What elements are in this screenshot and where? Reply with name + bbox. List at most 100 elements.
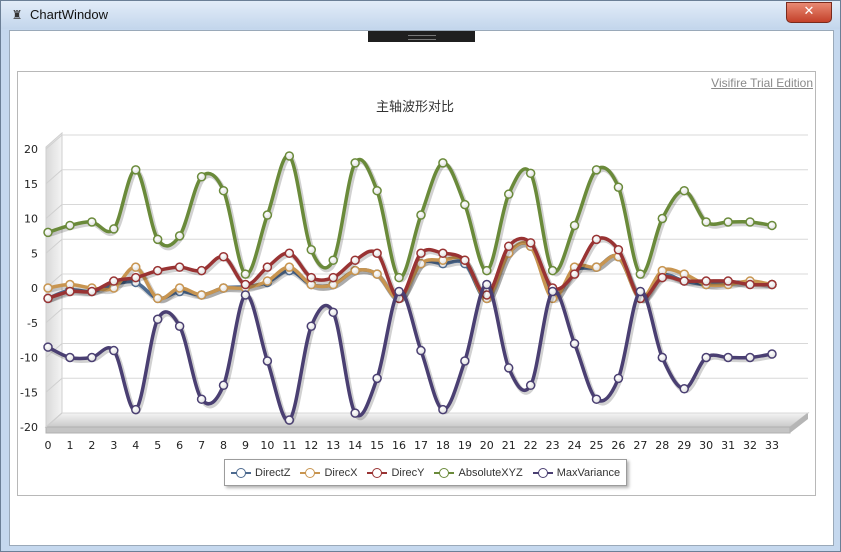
y-tick-label: 20: [24, 143, 38, 156]
y-tick-label: -10: [20, 352, 38, 365]
data-point: [569, 338, 580, 349]
data-point: [350, 265, 360, 276]
data-point: [87, 286, 97, 297]
data-point: [87, 352, 97, 363]
data-point: [196, 394, 207, 404]
chart-frame: Visifire Trial Edition 主轴波形对比 -20 -15 -10 -5…: [17, 71, 816, 496]
legend-marker: [300, 467, 321, 478]
data-point: [262, 276, 273, 286]
data-point: [152, 265, 163, 276]
data-point: [152, 234, 163, 245]
data-point: [701, 217, 711, 227]
legend-item: AbsoluteXYZ: [434, 467, 523, 479]
watermark-link[interactable]: Visifire Trial Edition: [711, 76, 813, 90]
x-tick-label: 7: [198, 439, 205, 452]
x-tick-label: 18: [436, 439, 450, 452]
data-point: [613, 245, 624, 255]
data-point: [174, 283, 185, 293]
data-point: [65, 352, 75, 363]
grip-handle-icon: [408, 35, 436, 40]
drag-grip[interactable]: [368, 31, 475, 42]
legend-label: DirectZ: [255, 466, 291, 479]
data-point: [262, 210, 273, 220]
data-point: [569, 220, 580, 231]
x-tick-label: 20: [480, 439, 494, 452]
data-point: [679, 185, 689, 196]
data-point: [350, 408, 360, 418]
y-gridline-wall: [45, 377, 63, 393]
x-tick-label: 22: [524, 439, 538, 452]
data-point: [416, 345, 426, 356]
data-point: [196, 265, 207, 276]
data-point: [306, 245, 317, 255]
series-shadow: [48, 237, 774, 304]
data-point: [525, 238, 536, 248]
x-tick-label: 30: [699, 439, 713, 452]
data-point: [65, 286, 75, 297]
close-button[interactable]: ✕: [786, 2, 832, 23]
x-tick-label: 9: [242, 439, 249, 452]
y-tick-label: -20: [20, 421, 38, 434]
data-point: [569, 269, 580, 279]
data-point: [218, 380, 229, 391]
data-point: [635, 286, 646, 297]
data-point: [745, 217, 755, 227]
x-tick-label: 23: [546, 439, 560, 452]
legend-marker: [231, 467, 251, 478]
data-point: [591, 262, 602, 272]
data-point: [547, 286, 558, 297]
y-gridline-wall: [45, 308, 63, 324]
data-point: [196, 290, 207, 300]
legend-item: DirectZ: [231, 467, 290, 479]
y-tick-label: 15: [24, 178, 38, 191]
data-point: [767, 279, 777, 290]
data-point: [174, 231, 185, 241]
x-tick-label: 19: [458, 439, 472, 452]
data-point: [152, 314, 163, 325]
x-tick-label: 27: [633, 439, 647, 452]
data-point: [460, 199, 470, 210]
data-point: [767, 220, 777, 231]
data-point: [679, 276, 689, 286]
x-tick-label: 0: [45, 439, 52, 452]
data-point: [679, 384, 689, 394]
client-area: Visifire Trial Edition 主轴波形对比 -20 -15 -10 -5…: [9, 30, 834, 546]
x-tick-label: 24: [568, 439, 582, 452]
data-point: [503, 241, 514, 252]
y-gridline-wall: [45, 169, 63, 185]
data-point: [43, 227, 53, 238]
data-point: [131, 404, 141, 415]
x-tick-label: 33: [765, 439, 779, 452]
data-point: [43, 342, 53, 352]
data-point: [503, 189, 514, 199]
title-bar[interactable]: ♜ ChartWindow ✕: [1, 1, 840, 29]
data-point: [306, 321, 317, 331]
x-tick-label: 13: [326, 439, 340, 452]
data-point: [438, 158, 448, 168]
data-point: [43, 283, 53, 293]
data-point: [394, 286, 404, 297]
window-title: ChartWindow: [30, 7, 109, 22]
data-point: [438, 248, 448, 258]
data-point: [152, 293, 163, 304]
chart-title: 主轴波形对比: [376, 100, 454, 115]
x-tick-label: 17: [414, 439, 428, 452]
data-point: [460, 255, 470, 265]
data-point: [460, 356, 470, 366]
data-point: [65, 220, 75, 231]
x-tick-label: 10: [260, 439, 274, 452]
data-point: [394, 272, 404, 283]
y-tick-label: 5: [31, 247, 38, 260]
data-point: [262, 262, 273, 272]
data-point: [657, 213, 668, 224]
data-point: [218, 283, 229, 293]
data-point: [613, 182, 624, 192]
x-tick-label: 11: [282, 439, 296, 452]
data-point: [109, 345, 119, 356]
data-point: [350, 158, 360, 168]
x-tick-label: 12: [304, 439, 318, 452]
legend-item: MaxVariance: [532, 467, 620, 479]
x-tick-label: 29: [677, 439, 691, 452]
data-point: [657, 352, 668, 363]
